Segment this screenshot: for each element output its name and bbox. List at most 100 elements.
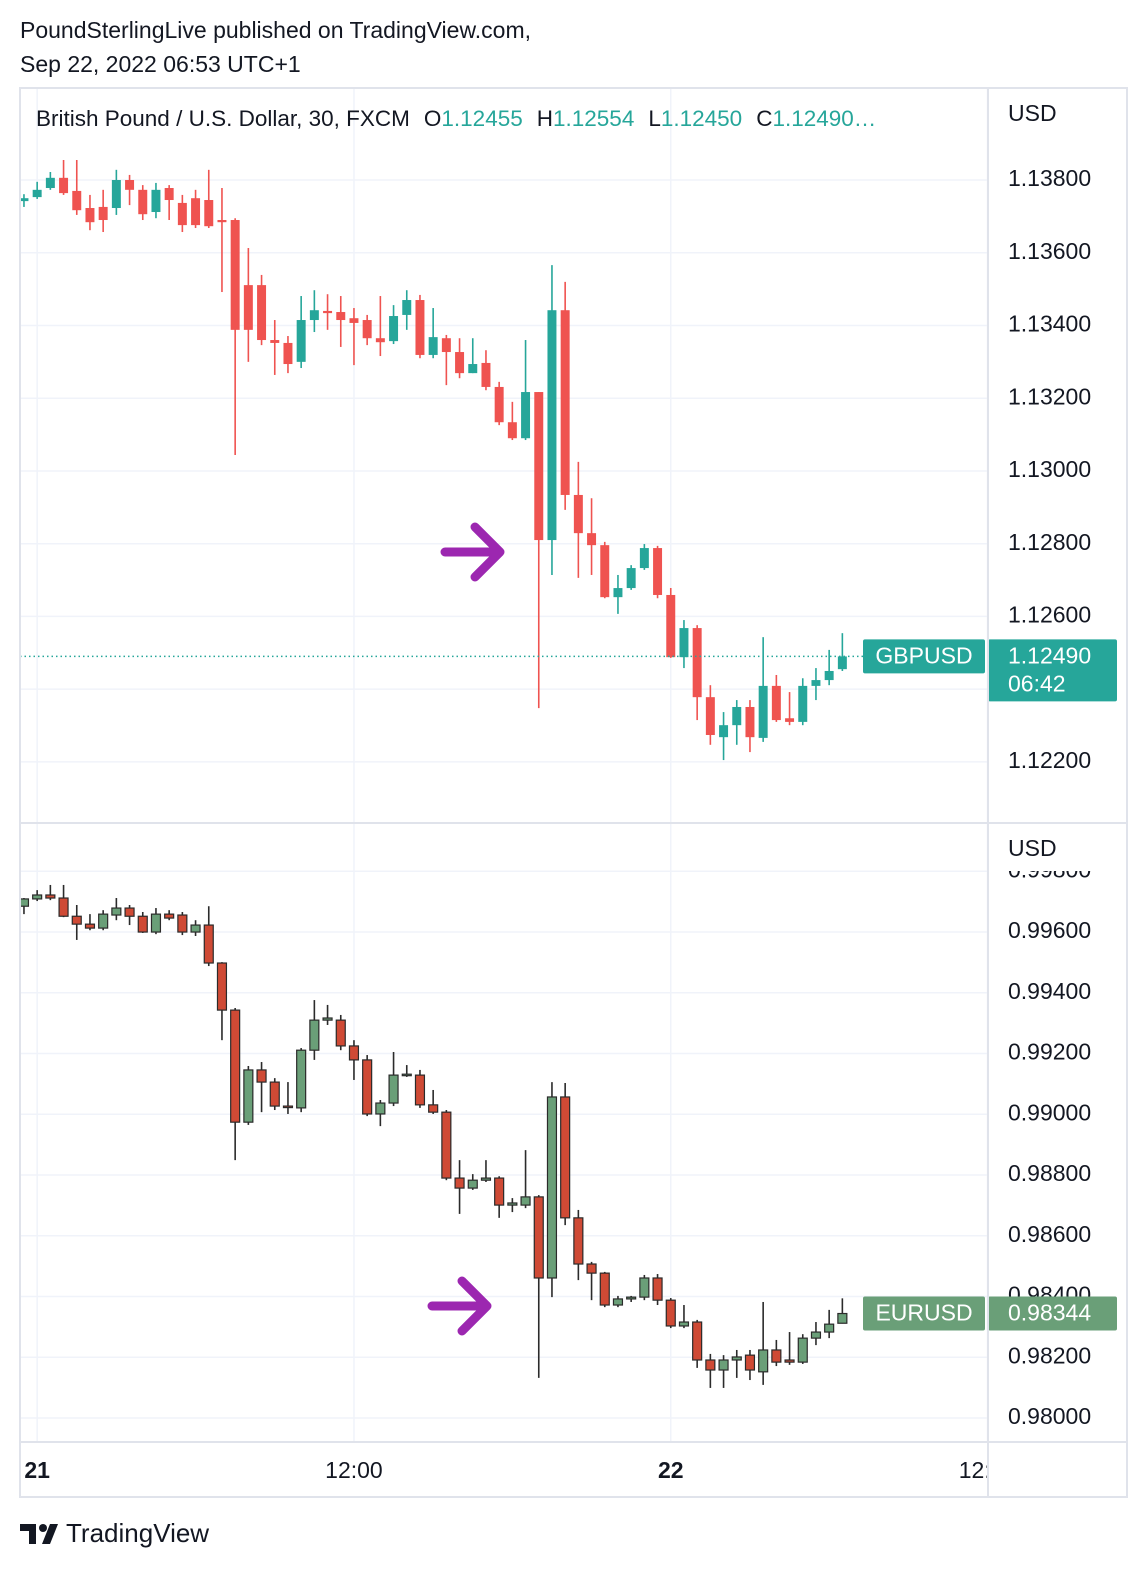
axis-label-background [990, 825, 1126, 871]
candle-body [626, 1296, 637, 1300]
candle-body [586, 1263, 597, 1274]
candle-body [534, 392, 544, 541]
x-tick-label: 12:00 [325, 1457, 383, 1483]
candle-body [507, 422, 517, 439]
candle-body [494, 1177, 505, 1206]
price-tag [988, 1296, 1117, 1331]
candle-body [111, 180, 121, 209]
y-tick-label: 0.98000 [1008, 1403, 1091, 1429]
candle-body [441, 1111, 452, 1179]
candle-body [296, 320, 306, 362]
candle-body [494, 386, 504, 423]
candle-body [653, 548, 663, 595]
candle-body [243, 1069, 254, 1123]
candle-body [150, 913, 162, 933]
candle-body [692, 628, 702, 698]
price-tag-label: 1.12490 [1008, 643, 1091, 669]
y-tick-label: 0.98800 [1008, 1160, 1091, 1186]
legend-key: L [648, 106, 661, 131]
candle-body [111, 907, 122, 916]
candle-body [323, 310, 333, 314]
candle-body [428, 337, 438, 355]
y-tick-label: 0.99400 [1008, 978, 1091, 1004]
y-tick-label: 1.13200 [1008, 383, 1091, 409]
y-tick-label: 1.13400 [1008, 311, 1091, 337]
candle-body [455, 352, 465, 374]
candle-body [203, 924, 214, 964]
candle-body [626, 568, 636, 589]
candle-body [507, 1202, 518, 1206]
marks-layer [20, 160, 863, 1388]
y-tick-label: 0.99000 [1008, 1099, 1091, 1125]
legend-value: 0.98312 [221, 841, 302, 866]
candle-body [309, 1019, 320, 1051]
candle-body [177, 202, 187, 226]
legend-key: O [424, 106, 442, 131]
candle-body [125, 180, 135, 190]
candle-body [216, 962, 228, 1011]
symbol-tag [863, 639, 985, 674]
legend: British Pound / U.S. Dollar, 30, FXCM O1.… [36, 106, 876, 131]
candle-body [190, 924, 201, 933]
symbol-tag-label: EURUSD [875, 1300, 972, 1326]
candle-body [520, 1196, 531, 1206]
candle-body [810, 1331, 822, 1339]
candle-body [282, 1105, 294, 1109]
candle-body [587, 533, 597, 546]
candle-body [758, 685, 768, 738]
candle-body [533, 1196, 544, 1279]
candles [20, 160, 847, 761]
candle-body [59, 177, 69, 194]
candle-body [137, 915, 148, 933]
candle-body [269, 1081, 280, 1107]
candle-body [837, 656, 847, 670]
y-tick-label: 1.13000 [1008, 456, 1091, 482]
candle-body [785, 718, 795, 722]
candle-body [480, 1177, 492, 1181]
candle-body [336, 312, 346, 321]
candle-body [705, 1359, 716, 1371]
candle-body [151, 189, 161, 213]
candle-body [731, 1356, 742, 1361]
y-tick-label: 0.98600 [1008, 1221, 1091, 1247]
candle-body [678, 1321, 690, 1327]
candle-body [58, 897, 69, 917]
candle-body [415, 300, 425, 355]
candles [20, 884, 848, 1388]
candle-body [322, 1017, 333, 1021]
axis-label-background [990, 90, 1126, 136]
candle-body [32, 189, 42, 198]
y-tick-label: 1.12600 [1008, 602, 1091, 628]
candle-body [45, 894, 56, 899]
candle-body [600, 545, 610, 598]
candle-body [389, 316, 399, 342]
candle-body [414, 1074, 426, 1106]
candle-body [745, 706, 755, 738]
x-tick-label: 12:00 [959, 1457, 1017, 1483]
annotation-arrow [440, 522, 505, 582]
candle-body [98, 913, 109, 929]
candle-body [256, 1069, 267, 1083]
candle-body [811, 680, 821, 686]
y-axis-label: USD [1008, 835, 1057, 861]
candle-body [98, 206, 108, 221]
candle-body [837, 1312, 848, 1324]
candle-body [71, 915, 82, 925]
candle-body [546, 1096, 558, 1279]
candle-body [257, 285, 267, 341]
candle-body [124, 907, 135, 917]
candle-body [666, 594, 676, 658]
y-tick-label: 1.12800 [1008, 529, 1091, 555]
candle-body [547, 310, 557, 541]
tradingview-logo [20, 1524, 58, 1544]
candle-body [191, 198, 201, 226]
candle-body [388, 1074, 399, 1104]
candle-body [402, 300, 412, 315]
candle-body [270, 340, 280, 343]
candle-body [652, 1277, 663, 1301]
candle-body [560, 1096, 571, 1219]
price-tag-label: 0.98344 [1008, 1300, 1091, 1326]
countdown-label: 06:42 [1008, 671, 1066, 697]
